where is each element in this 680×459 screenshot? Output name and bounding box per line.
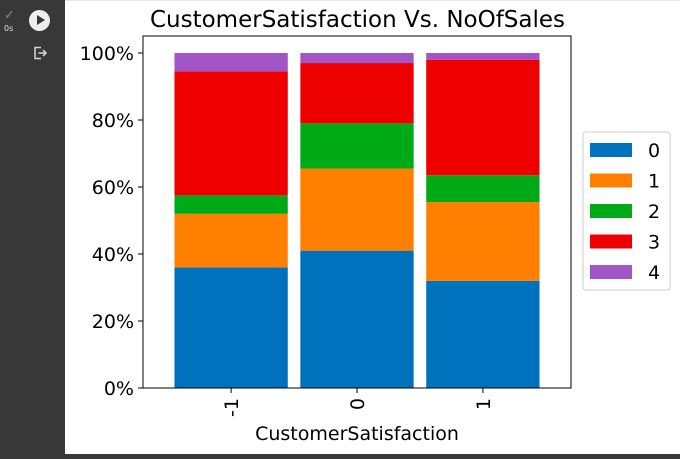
bar-0-series-2	[300, 123, 414, 169]
cell-bottom-bar	[0, 454, 680, 459]
check-icon: ✓	[4, 8, 15, 23]
legend-swatch-3	[590, 234, 632, 249]
x-tick-label: -1	[221, 398, 243, 417]
chart-title: CustomerSatisfaction Vs. NoOfSales	[150, 7, 565, 33]
bar--1-series-3	[174, 71, 288, 196]
bar-0-series-1	[300, 168, 414, 251]
legend-label-1: 1	[648, 171, 660, 193]
legend-label-0: 0	[648, 140, 660, 162]
y-tick-label: 20%	[92, 311, 134, 333]
legend-swatch-2	[590, 204, 632, 218]
legend-label-2: 2	[648, 201, 660, 223]
cell-gutter: ✓ 0s	[0, 0, 65, 459]
y-tick-label: 0%	[104, 378, 134, 400]
x-axis-label: CustomerSatisfaction	[255, 423, 459, 445]
y-tick-label: 60%	[92, 177, 134, 199]
output-icon[interactable]	[32, 45, 48, 61]
bar-0-series-3	[300, 63, 414, 124]
y-tick-label: 80%	[92, 110, 134, 132]
bar-0-series-4	[300, 53, 414, 64]
y-tick-label: 100%	[80, 43, 134, 65]
run-cell-button[interactable]	[29, 10, 50, 31]
bar--1-series-4	[174, 53, 288, 72]
legend-label-4: 4	[648, 262, 660, 284]
bar-1-series-3	[426, 59, 540, 176]
legend-swatch-1	[590, 173, 632, 188]
x-tick-label: 1	[473, 398, 495, 410]
x-tick-label: 0	[347, 398, 369, 410]
legend-swatch-4	[590, 265, 632, 279]
bar-1-series-0	[426, 280, 540, 388]
run-time-label: 0s	[4, 24, 14, 33]
bar-0-series-0	[300, 250, 414, 388]
bar-1-series-4	[426, 53, 540, 60]
bar--1-series-0	[174, 267, 288, 388]
chart: CustomerSatisfaction Vs. NoOfSales 0% 20%…	[80, 7, 671, 445]
legend-label-3: 3	[648, 232, 660, 254]
y-tick-label: 40%	[92, 244, 134, 266]
legend-swatch-0	[590, 143, 632, 157]
bar-1-series-1	[426, 202, 540, 281]
bar--1-series-1	[174, 213, 288, 268]
bar--1-series-2	[174, 195, 288, 214]
bar-1-series-2	[426, 175, 540, 203]
cell-top-border	[65, 0, 680, 1]
